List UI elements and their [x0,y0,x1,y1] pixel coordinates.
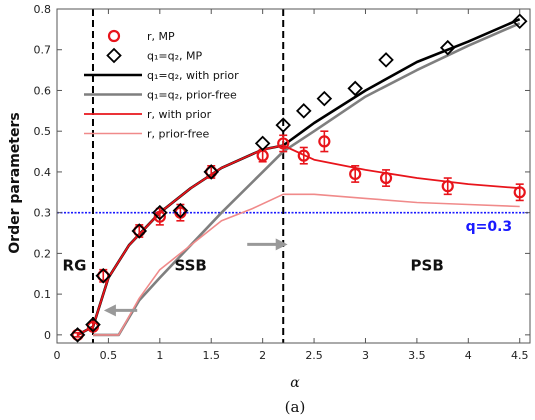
y-axis-label: Order parameters [7,112,23,253]
legend-label: q₁=q₂, MP [147,50,202,63]
circle-marker [97,269,110,282]
data-point-r [205,165,218,179]
diamond-marker [131,223,148,239]
x-tick-label: 3.5 [408,349,426,362]
circle-marker [349,167,362,181]
legend: r, MP q₁=q₂, MP q₁=q₂, with prior q₁=q₂, pr… [84,29,239,141]
circle-marker [205,165,218,179]
legend-entry: q₁=q₂, MP [106,47,202,64]
data-point-r [318,130,331,153]
x-tick-label: 1 [156,349,163,362]
circle-marker [277,137,290,150]
region-label: RG [63,257,87,275]
legend-entry: q₁=q₂, prior-free [84,89,237,102]
threshold-label: q=0.3 [466,219,513,235]
legend-label: q₁=q₂, with prior [147,69,239,82]
data-point-r [97,268,110,283]
diamond-marker [316,90,333,107]
x-tick-label: 2.5 [305,349,323,362]
data-point-r [256,148,269,163]
x-tick-label: 0 [54,349,61,362]
series-line [76,18,521,337]
circle-marker [318,135,331,148]
diamond-marker [254,135,271,152]
diamond-marker [275,117,291,133]
diamond-marker [439,39,456,56]
x-axis-label: α [290,375,300,391]
diamond-marker [95,268,112,284]
y-tick-label: 0.4 [34,166,52,179]
y-tick-label: 0.2 [34,247,52,260]
x-tick-label: 4.5 [511,349,529,362]
legend-label: r, with prior [147,108,212,121]
y-tick-label: 0 [44,329,51,342]
region-label: SSB [174,257,206,275]
data-point-r [277,134,290,153]
data-point-r [349,165,362,183]
series-line [93,22,521,337]
data-point-r [71,328,84,341]
region-label: PSB [411,257,444,275]
plot-area: RG SSB PSB q=0.3 [57,9,530,343]
legend-label: q₁=q₂, prior-free [147,89,237,102]
circle-marker [71,328,84,341]
series-line [77,144,520,336]
diamond-marker [511,13,528,29]
y-tick-label: 0.6 [34,84,52,97]
data-point-r [441,177,454,196]
legend-label: r, MP [147,30,175,43]
plot-content [57,9,530,343]
x-tick-label: 2 [259,349,266,362]
legend-entry: r, with prior [84,108,212,121]
legend-diamond-marker [106,47,122,64]
circle-marker [441,180,454,193]
y-tick-label: 0.8 [34,3,52,16]
legend-label: r, prior-free [147,128,210,141]
data-point-r [379,169,393,187]
circle-marker [297,149,310,162]
axes: 0 0.5 1 1.5 2 2.5 3 3.5 4 4.5 0 0.1 0.2 0.3 0.4 0.5 0.6 0… [34,3,531,362]
y-tick-label: 0.7 [34,44,52,57]
diamond-marker [152,204,168,221]
data-point-r [297,146,310,165]
circle-marker [513,186,526,199]
y-tick-label: 0.1 [34,288,52,301]
legend-circle-marker [107,29,121,43]
plot-frame [56,8,531,344]
diamond-marker [69,327,86,343]
figure-caption: (a) [285,398,306,416]
diamond-marker [172,202,189,219]
data-point-r [513,183,526,202]
legend-entry: q₁=q₂, with prior [84,69,239,82]
y-tick-label: 0.3 [34,207,52,220]
diamond-marker [347,80,363,97]
x-tick-label: 4 [465,349,472,362]
circle-marker [379,171,393,185]
legend-entry: r, prior-free [84,128,210,141]
circle-marker [153,210,166,223]
x-tick-label: 0.5 [100,349,118,362]
legend-entry: r, MP [107,29,175,43]
data-point-r [153,207,166,226]
diamond-marker [296,103,312,119]
y-tick-label: 0.5 [34,125,52,138]
diamond-marker [85,316,101,333]
diamond-marker [203,164,220,180]
x-tick-label: 1.5 [202,349,220,362]
circle-marker [133,224,146,238]
x-tick-label: 3 [362,349,369,362]
series-line [93,193,520,336]
diamond-marker [378,52,394,68]
